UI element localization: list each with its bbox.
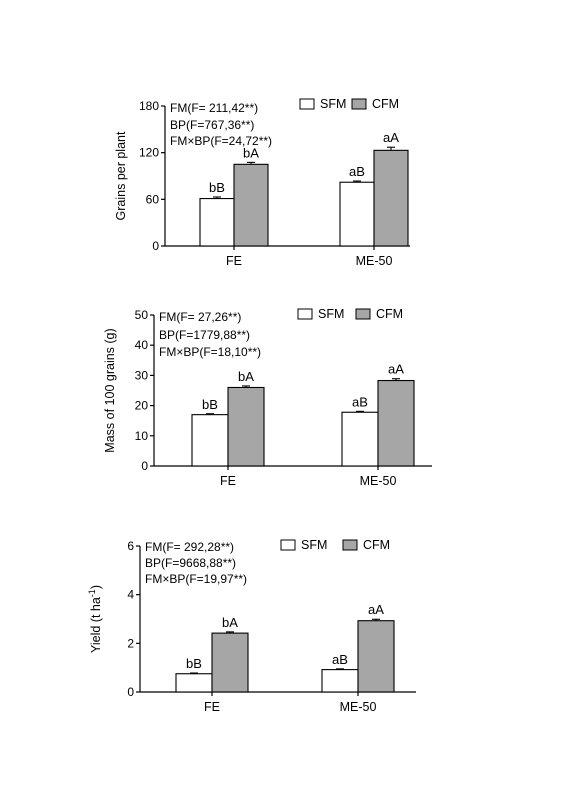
significance-label: bA xyxy=(238,369,254,384)
bar-cfm-fe xyxy=(211,632,249,693)
legend-label-sfm: SFM xyxy=(320,97,346,111)
legend-label-sfm: SFM xyxy=(301,538,327,552)
y-tick-label: 2 xyxy=(127,636,134,650)
significance-label: aB xyxy=(349,164,365,179)
x-category-label: FE xyxy=(220,474,236,488)
y-axis-label: Yield (t ha-1) xyxy=(87,585,103,653)
bar-sfm-me-50 xyxy=(341,411,379,467)
x-category-label: FE xyxy=(204,700,220,714)
legend-label-cfm: CFM xyxy=(363,538,390,552)
legend-label-sfm: SFM xyxy=(318,307,344,321)
legend-swatch-sfm xyxy=(280,539,296,551)
anova-stat-label: BP(F=767,36**) xyxy=(170,118,254,132)
chart-panel-1: 0 60 120 180 Grains per plant FE ME-50 bB aB bA aA… xyxy=(114,97,410,268)
anova-stat-label: BP(F=1779,88**) xyxy=(159,328,250,342)
significance-label: aB xyxy=(352,394,368,409)
y-tick-label: 40 xyxy=(135,338,149,352)
bar-cfm-me-50 xyxy=(357,620,395,693)
y-axis-label-end: ) xyxy=(89,585,103,589)
chart-panel-3: 0 2 4 6 Yield (t ha-1) FE ME-50 bB aB bA aA FM(F= 2… xyxy=(87,538,416,714)
y-tick-label: 50 xyxy=(135,308,149,322)
y-tick-label: 0 xyxy=(152,239,159,253)
significance-label: bA xyxy=(243,145,259,160)
anova-stat-label: FM×BP(F=18,10**) xyxy=(159,345,261,359)
legend-label-cfm: CFM xyxy=(372,97,399,111)
significance-label: aA xyxy=(383,130,399,145)
y-tick-label: 30 xyxy=(135,368,149,382)
y-axis-label: Grains per plant xyxy=(114,131,128,220)
significance-label: aA xyxy=(368,602,384,617)
y-axis-label-text: Yield (t ha xyxy=(89,597,103,653)
y-tick-label: 6 xyxy=(127,539,134,553)
bar-sfm-fe xyxy=(191,414,229,467)
bar-cfm-fe xyxy=(227,386,265,467)
legend-swatch-cfm xyxy=(342,539,358,551)
significance-label: aB xyxy=(332,652,348,667)
bar-sfm-me-50 xyxy=(339,181,375,247)
y-tick-label: 10 xyxy=(135,429,149,443)
y-tick-label: 180 xyxy=(139,99,159,113)
x-category-label: ME-50 xyxy=(340,700,377,714)
legend-swatch-cfm xyxy=(355,308,371,320)
y-axis-label-text: Grains per plant xyxy=(114,131,128,220)
y-axis-label-superscript: -1 xyxy=(87,589,97,597)
legend-swatch-sfm xyxy=(297,308,313,320)
y-tick-label: 60 xyxy=(146,192,160,206)
anova-stat-label: BP(F=9668,88**) xyxy=(145,556,236,570)
anova-stat-label: FM×BP(F=19,97**) xyxy=(145,572,247,586)
x-category-label: ME-50 xyxy=(356,254,393,268)
x-category-label: FE xyxy=(226,254,242,268)
significance-label: bB xyxy=(186,656,202,671)
anova-stat-label: FM(F= 292,28**) xyxy=(145,540,234,554)
bar-sfm-me-50 xyxy=(321,669,359,693)
significance-label: bA xyxy=(222,615,238,630)
legend-label-cfm: CFM xyxy=(376,307,403,321)
anova-stat-label: FM(F= 27,26**) xyxy=(159,310,241,324)
x-category-label: ME-50 xyxy=(360,474,397,488)
significance-label: aA xyxy=(388,362,404,377)
bar-sfm-fe xyxy=(175,673,213,693)
legend-swatch-sfm xyxy=(299,98,315,110)
anova-stat-label: FM(F= 211,42**) xyxy=(170,101,258,115)
anova-stat-label: FM×BP(F=24,72**) xyxy=(170,134,272,148)
significance-label: bB xyxy=(209,180,225,195)
y-tick-label: 120 xyxy=(139,146,159,160)
bar-cfm-me-50 xyxy=(373,149,409,247)
bar-cfm-me-50 xyxy=(377,379,415,467)
legend-swatch-cfm xyxy=(351,98,367,110)
y-axis-label: Mass of 100 grains (g) xyxy=(103,328,117,452)
y-tick-label: 20 xyxy=(135,399,149,413)
significance-label: bB xyxy=(202,397,218,412)
bar-cfm-fe xyxy=(233,163,269,247)
y-tick-label: 4 xyxy=(127,588,134,602)
bar-sfm-fe xyxy=(199,198,235,247)
y-tick-label: 0 xyxy=(141,459,148,473)
chart-panel-2: 0 10 20 30 40 50 Mass of 100 grains (g) FE ME-50… xyxy=(103,307,432,488)
y-axis-label-text: Mass of 100 grains (g) xyxy=(103,328,117,452)
y-tick-label: 0 xyxy=(127,685,134,699)
